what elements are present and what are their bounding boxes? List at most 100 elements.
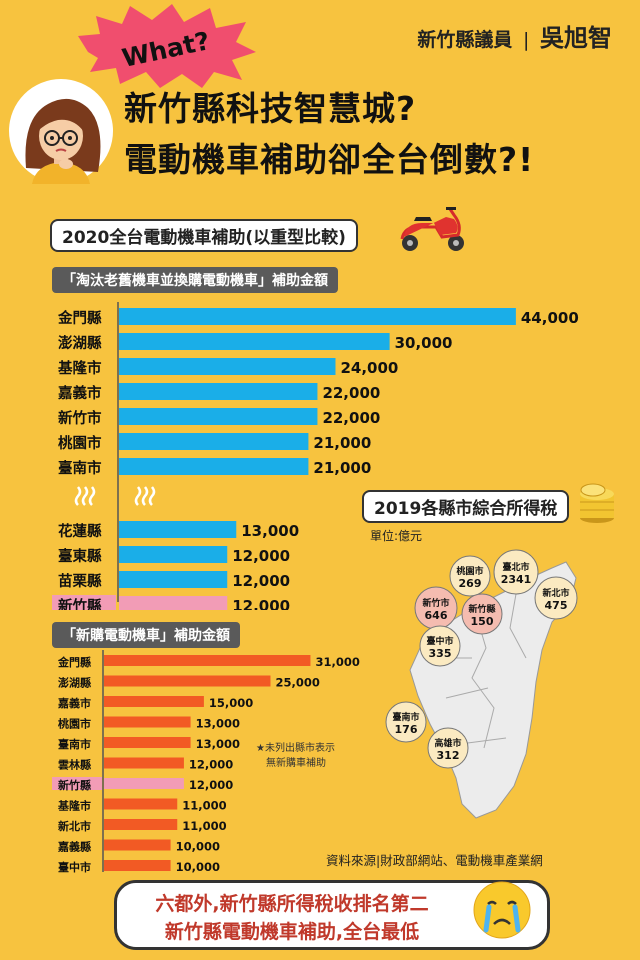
chart2-value-label: 13,000 bbox=[196, 737, 240, 751]
scooter-icon bbox=[400, 207, 464, 251]
what-burst-badge: What? bbox=[78, 4, 256, 88]
chart1-value-label: 44,000 bbox=[521, 309, 579, 327]
chart2-category-label: 金門縣 bbox=[57, 655, 91, 669]
chart2-value-label: 12,000 bbox=[189, 778, 233, 792]
conclusion-line-1: 六都外,新竹縣所得稅收排名第二 bbox=[155, 893, 429, 915]
chart2-category-label: 嘉義縣 bbox=[57, 840, 91, 854]
chart1-bar bbox=[119, 546, 228, 563]
headline-line-1: 新竹縣科技智慧城? bbox=[124, 89, 417, 128]
chart2-value-label: 25,000 bbox=[276, 676, 320, 690]
chart1-bar bbox=[119, 521, 237, 538]
chart1-value-label: 12,000 bbox=[232, 572, 290, 590]
city-name: 桃園市 bbox=[456, 565, 483, 577]
chart1-value-label: 22,000 bbox=[322, 384, 380, 402]
chart1-bar bbox=[119, 433, 309, 450]
author-title: 新竹縣議員 bbox=[417, 29, 513, 51]
headline-line-2: 電動機車補助卻全台倒數?! bbox=[124, 140, 535, 179]
city-name: 高雄市 bbox=[434, 737, 461, 749]
avatar-illustration bbox=[9, 79, 113, 184]
city-tax-value: 269 bbox=[459, 577, 482, 590]
chart1-category-label: 桃園市 bbox=[58, 434, 102, 452]
chart1-category-label: 苗栗縣 bbox=[58, 573, 102, 590]
tax-map-unit: 單位:億元 bbox=[370, 529, 423, 543]
city-name: 臺南市 bbox=[392, 711, 419, 723]
chart1-title: 「淘汰老舊機車並換購電動機車」補助金額 bbox=[52, 267, 338, 293]
tax-map-title: 2019各縣市綜合所得稅 bbox=[362, 490, 570, 523]
chart1-bar bbox=[119, 358, 336, 375]
conclusion-box: 六都外,新竹縣所得稅收排名第二 新竹縣電動機車補助,全台最低 bbox=[114, 880, 550, 950]
chart1-category-label: 花蓮縣 bbox=[58, 522, 102, 540]
chart1-value-label: 12,000 bbox=[232, 547, 290, 565]
chart1-category-label: 嘉義市 bbox=[58, 384, 102, 402]
chart1-category-label: 新竹市 bbox=[58, 409, 102, 427]
chart1-replacement-subsidy: 金門縣 44,000 澎湖縣 30,000 基隆市 24,000 嘉義市 22,000 新竹市 2… bbox=[52, 302, 579, 610]
note-line-1: ★未列出縣市表示 bbox=[256, 743, 335, 754]
chart1-value-label: 21,000 bbox=[313, 459, 371, 477]
chart1-category-label: 臺南市 bbox=[58, 459, 102, 477]
chart2-new-purchase-subsidy: 金門縣 31,000 澎湖縣 25,000 嘉義市 15,000 桃園市 13,000 臺南市 1… bbox=[52, 650, 360, 874]
author-separator: | bbox=[522, 29, 530, 51]
chart2-value-label: 10,000 bbox=[176, 860, 220, 874]
city-name: 臺中市 bbox=[426, 635, 453, 647]
city-tax-value: 335 bbox=[429, 647, 452, 660]
chart1-value-label: 30,000 bbox=[395, 334, 453, 352]
chart2-bar bbox=[104, 839, 171, 851]
city-name: 新竹縣 bbox=[468, 603, 495, 615]
chart1-bar bbox=[119, 383, 318, 400]
author-credit: 新竹縣議員 | 吳旭智 bbox=[417, 18, 612, 53]
chart1-bar bbox=[119, 571, 228, 588]
chart2-value-label: 11,000 bbox=[182, 819, 226, 833]
chart2-category-label: 臺中市 bbox=[58, 860, 91, 874]
chart2-bar bbox=[104, 716, 191, 728]
chart2-bar bbox=[104, 778, 184, 789]
chart1-highlight-label-bg bbox=[52, 595, 116, 610]
axis-break-symbol bbox=[74, 486, 96, 506]
chart2-category-label: 基隆市 bbox=[57, 799, 91, 813]
city-tax-value: 475 bbox=[545, 599, 568, 612]
chart1-value-label: 13,000 bbox=[241, 522, 299, 540]
note-line-2: 無新購車補助 bbox=[266, 758, 326, 769]
chart2-value-label: 15,000 bbox=[209, 696, 253, 710]
chart1-value-label: 22,000 bbox=[322, 409, 380, 427]
chart2-bar bbox=[104, 819, 178, 830]
chart1-value-label: 21,000 bbox=[313, 434, 371, 452]
chart2-bar bbox=[104, 675, 271, 687]
city-tax-value: 312 bbox=[437, 749, 460, 762]
crying-face-icon bbox=[473, 881, 531, 939]
chart2-category-label: 臺南市 bbox=[58, 737, 91, 751]
coins-icon bbox=[580, 483, 614, 523]
conclusion-line-2: 新竹縣電動機車補助,全台最低 bbox=[164, 921, 420, 943]
data-source: 資料來源|財政部網站、電動機車產業網 bbox=[326, 853, 543, 868]
chart2-title: 「新購電動機車」補助金額 bbox=[52, 622, 240, 648]
chart2-category-label: 桃園市 bbox=[58, 717, 91, 731]
chart2-bar bbox=[104, 696, 204, 707]
section-title: 2020全台電動機車補助(以重型比較) bbox=[50, 219, 358, 252]
chart2-category-label: 新竹縣 bbox=[58, 778, 91, 792]
chart2-note: ★未列出縣市表示 無新購車補助 bbox=[256, 741, 335, 771]
city-tax-value: 176 bbox=[395, 723, 418, 736]
chart2-bar bbox=[104, 798, 178, 810]
chart1-value-label: 24,000 bbox=[340, 359, 398, 377]
author-name: 吳旭智 bbox=[540, 23, 612, 52]
chart2-value-label: 10,000 bbox=[176, 840, 220, 854]
chart2-bar bbox=[104, 860, 171, 871]
chart1-bar bbox=[119, 458, 309, 475]
chart2-value-label: 11,000 bbox=[182, 799, 226, 813]
chart2-bar bbox=[104, 757, 184, 769]
chart2-value-label: 31,000 bbox=[315, 655, 359, 669]
chart1-bar bbox=[119, 308, 516, 325]
city-name: 新北市 bbox=[542, 587, 569, 599]
chart1-category-label: 新竹縣 bbox=[58, 597, 102, 610]
city-tax-value: 2341 bbox=[501, 573, 532, 586]
chart1-category-label: 金門縣 bbox=[57, 309, 102, 327]
axis-break-symbol bbox=[134, 486, 156, 506]
chart2-category-label: 新北市 bbox=[58, 819, 91, 833]
chart1-bar bbox=[119, 596, 228, 610]
chart2-category-label: 澎湖縣 bbox=[58, 676, 91, 690]
